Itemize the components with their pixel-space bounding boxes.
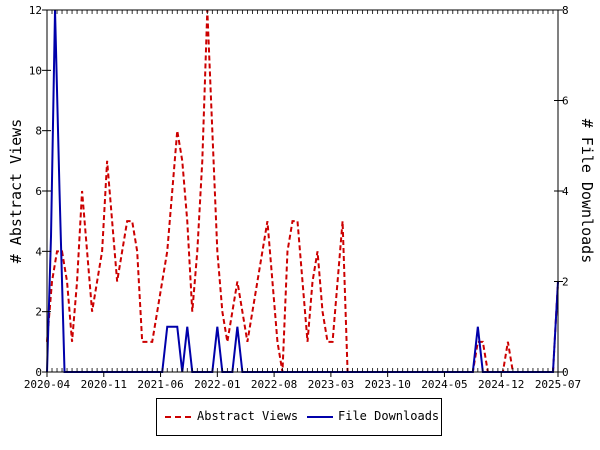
x-tick-label: 2023-03 — [308, 378, 354, 391]
y-right-tick-label: 0 — [562, 366, 569, 379]
x-tick-label: 2022-01 — [194, 378, 240, 391]
legend-label-file-downloads: File Downloads — [338, 409, 440, 423]
y-right-tick-label: 6 — [562, 95, 569, 108]
x-tick-label: 2024-05 — [421, 378, 467, 391]
y-left-tick-label: 8 — [35, 125, 42, 138]
plot-frame — [46, 9, 559, 373]
y-left-axis-title: # Abstract Views — [7, 119, 25, 264]
y-right-tick-label: 8 — [562, 4, 569, 17]
y-left-tick-label: 10 — [29, 64, 42, 77]
y-right-tick-label: 4 — [562, 185, 569, 198]
labels-layer: 0 2 4 6 8 10 12 0 2 4 6 8 2020-04 2020-11 2021-06 2022-… — [24, 4, 581, 391]
legend-swatch-file-downloads — [307, 416, 333, 418]
y-right-axis-title: # File Downloads — [578, 119, 596, 264]
y-left-tick-label: 0 — [35, 366, 42, 379]
legend-swatch-abstract-views — [165, 416, 191, 418]
y-left-tick-label: 12 — [29, 4, 42, 17]
ticks-layer — [42, 9, 563, 377]
x-tick-label: 2024-12 — [478, 378, 524, 391]
x-tick-label: 2025-07 — [535, 378, 581, 391]
legend: Abstract Views File Downloads — [156, 398, 442, 436]
x-tick-label: 2021-06 — [137, 378, 183, 391]
x-tick-label: 2020-04 — [24, 378, 71, 391]
y-right-tick-label: 2 — [562, 276, 569, 289]
y-left-tick-label: 6 — [35, 185, 42, 198]
y-left-tick-label: 4 — [35, 245, 42, 258]
series-line-abstract-views — [46, 9, 559, 373]
legend-label-abstract-views: Abstract Views — [197, 409, 299, 423]
x-tick-label: 2023-10 — [364, 378, 410, 391]
y-left-tick-label: 2 — [35, 306, 42, 319]
series-layer — [46, 9, 559, 373]
series-line-file-downloads — [46, 9, 559, 373]
x-tick-label: 2022-08 — [251, 378, 297, 391]
x-tick-label: 2020-11 — [81, 378, 127, 391]
